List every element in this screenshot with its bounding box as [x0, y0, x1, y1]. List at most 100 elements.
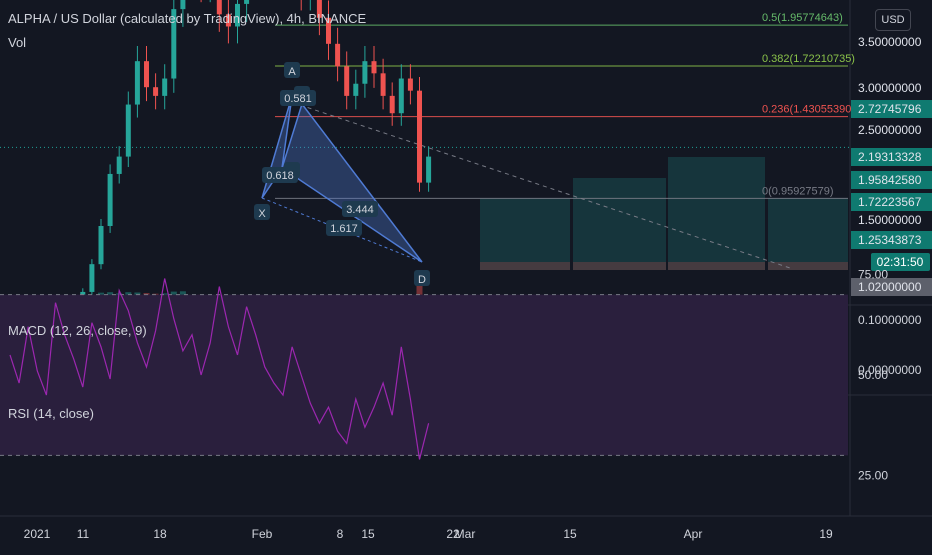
candle-body [144, 61, 149, 88]
price-axis-tag [851, 171, 932, 189]
candle-body [216, 0, 222, 15]
time-axis-label: Mar [455, 527, 476, 541]
time-axis-label: 11 [77, 527, 90, 541]
rsi-axis-label: 75.00 [858, 268, 888, 282]
pattern-point-label: A [288, 66, 296, 78]
pattern-ratio-tag [280, 90, 316, 106]
candle-body [326, 17, 331, 44]
pattern-point-tag [254, 204, 270, 220]
projection-zone [480, 198, 570, 270]
price-axis-label: 2.50000000 [858, 123, 922, 137]
price-axis-label: 1.25343873 [858, 233, 922, 247]
projection-zone [768, 198, 848, 270]
pattern-point-label: D [418, 274, 426, 286]
candle-body [371, 61, 377, 74]
candle-body [362, 61, 368, 84]
price-axis-label: 3.00000000 [858, 81, 922, 95]
rsi-label: RSI (14, close) [8, 406, 94, 421]
price-axis-tag [851, 148, 932, 166]
pattern-ratio-label: 0.618 [266, 170, 294, 182]
pattern-point-label: X [258, 208, 266, 220]
candle-body [407, 78, 413, 91]
candle-body [389, 95, 395, 114]
projection-zone [668, 157, 765, 270]
candle-body [380, 73, 386, 96]
macd-axis-label: 0.10000000 [858, 313, 922, 327]
price-axis-tag [851, 100, 932, 118]
price-axis-tag [851, 231, 932, 249]
pattern-ratio-label: 0.581 [284, 93, 312, 105]
candle-body [89, 264, 95, 292]
candle-body [235, 3, 240, 27]
projection-risk-zone [573, 262, 666, 270]
projection-risk-zone [668, 262, 765, 270]
rsi-axis-label: 25.00 [858, 469, 888, 483]
pattern-ratio-tag [342, 201, 378, 217]
time-axis-label: 8 [337, 527, 344, 541]
projection-risk-zone [768, 262, 848, 270]
pattern-ratio-tag [262, 167, 298, 183]
pattern-ratio-label: 3.444 [346, 204, 374, 216]
time-axis-label: 15 [361, 527, 375, 541]
price-axis-tag [851, 278, 932, 296]
fib-level-label: 0.5(1.95774643) [762, 12, 843, 24]
candle-body [244, 0, 250, 4]
projection-risk-zone [480, 262, 570, 270]
price-axis-label: 1.95842580 [858, 173, 922, 187]
pattern-point-tag [284, 62, 300, 78]
candle-body [107, 173, 113, 226]
pattern-ratio-label: 1.617 [330, 223, 358, 235]
price-axis-label: 1.02000000 [858, 280, 922, 294]
price-axis-label: 2.72745796 [858, 102, 922, 116]
candle-body [398, 78, 404, 114]
pattern-point-tag [414, 270, 430, 286]
fib-level-label: 0.236(1.43055390) [762, 104, 855, 116]
countdown-box [871, 253, 930, 271]
countdown-label: 02:31:50 [877, 255, 924, 269]
candle-body [98, 226, 104, 265]
time-axis-label: Feb [252, 527, 273, 541]
volume-bar [416, 283, 423, 300]
volume-label: Vol [8, 35, 27, 50]
candle-body [353, 83, 359, 96]
candle-body [417, 90, 422, 183]
candle-body [134, 61, 140, 105]
macd-axis-label: 0.00000000 [858, 363, 922, 377]
candle-body [153, 87, 159, 96]
candle-body [344, 66, 350, 96]
trend-line [299, 104, 791, 269]
candle-body [162, 78, 168, 96]
chart-title: ALPHA / US Dollar (calculated by Trading… [8, 11, 367, 26]
candle-body [426, 156, 432, 183]
rsi-band [0, 294, 848, 456]
time-axis-label: Apr [684, 527, 703, 541]
candle-body [171, 9, 177, 79]
candle-body [225, 14, 231, 27]
price-axis-label: 3.50000000 [858, 35, 922, 49]
projection-zone [573, 178, 666, 270]
rsi-axis-label: 50.00 [858, 368, 888, 382]
candle-body [125, 104, 131, 157]
candle-body [316, 0, 322, 18]
currency-button[interactable]: USD [875, 9, 911, 31]
price-axis-label: 2.19313328 [858, 150, 922, 164]
price-axis-tag [851, 193, 932, 211]
pattern-bcd [281, 102, 423, 263]
fib-level-label: 0.382(1.72210735) [762, 53, 855, 65]
price-axis-label: 1.72223567 [858, 195, 922, 209]
rsi-line [9, 278, 430, 460]
price-axis-label: 1.50000000 [858, 213, 922, 227]
time-axis-label: 19 [819, 527, 833, 541]
time-axis-label: 15 [563, 527, 577, 541]
time-axis-label: 22 [446, 527, 460, 541]
time-axis-label: 2021 [24, 527, 51, 541]
candle-body [116, 156, 122, 174]
candle-body [335, 43, 341, 67]
macd-label: MACD (12, 26, close, 9) [8, 323, 147, 338]
time-axis-label: 18 [153, 527, 167, 541]
fib-level-label: 0(0.95927579) [762, 185, 834, 197]
pattern-ratio-tag [326, 220, 362, 236]
candle-body [180, 0, 186, 10]
